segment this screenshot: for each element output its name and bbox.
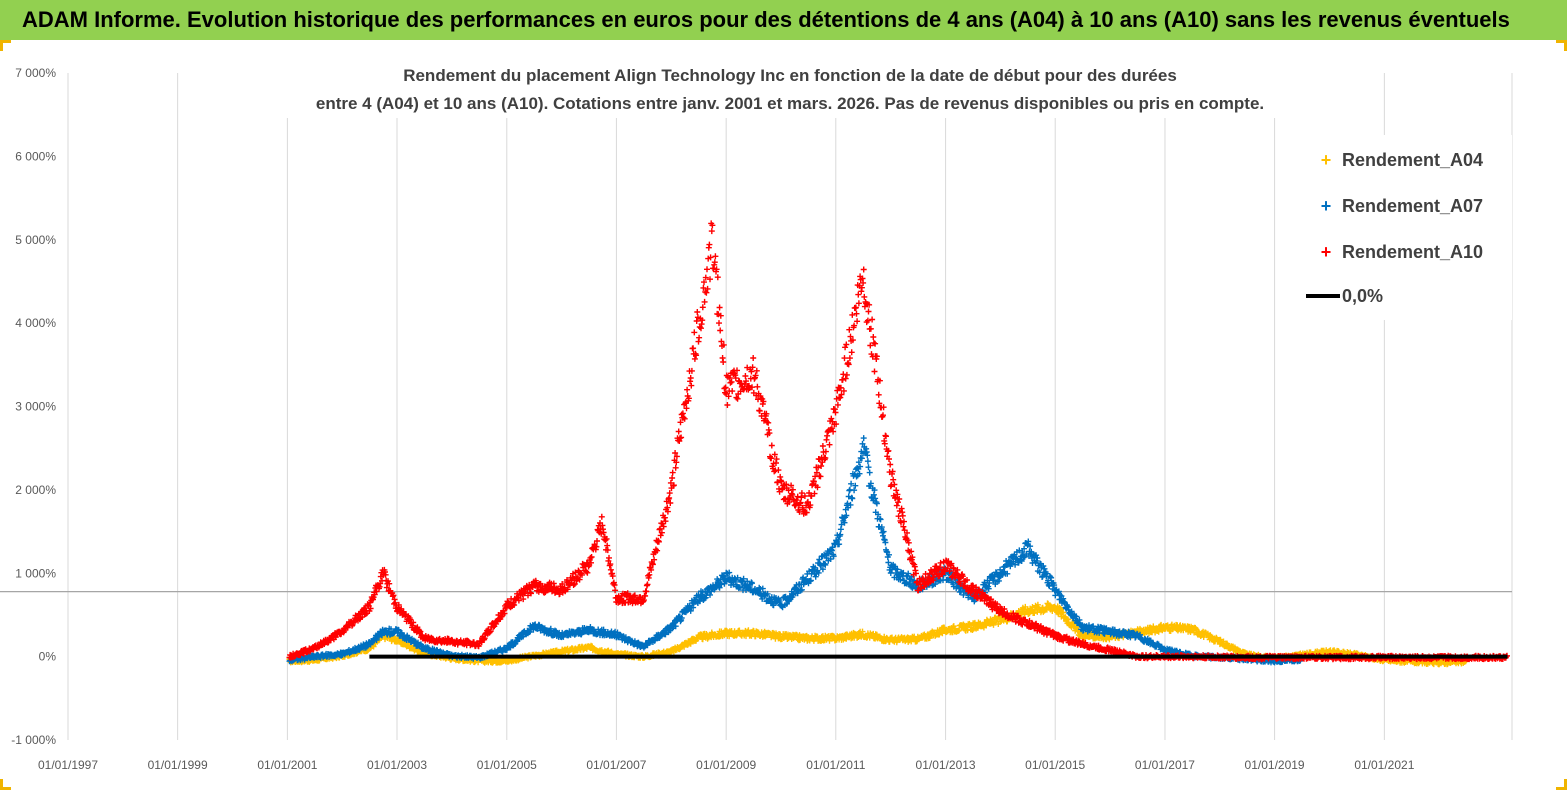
data-point	[798, 490, 805, 497]
data-point	[717, 327, 724, 334]
data-point	[837, 394, 844, 401]
data-point	[716, 304, 723, 311]
data-point	[754, 383, 761, 390]
corner-mark-bottom-left	[0, 779, 11, 790]
data-point	[869, 316, 876, 323]
data-point	[701, 298, 708, 305]
data-point	[644, 581, 651, 588]
data-point	[716, 320, 722, 327]
data-point	[724, 402, 731, 408]
data-point	[606, 554, 612, 561]
data-point	[865, 464, 872, 471]
data-point	[852, 304, 859, 311]
corner-mark-bottom-right	[1556, 779, 1567, 790]
data-point	[860, 266, 867, 273]
data-point	[843, 371, 850, 378]
data-point	[864, 458, 871, 465]
data-point	[669, 469, 676, 476]
data-point	[854, 318, 861, 325]
data-point	[871, 368, 878, 375]
data-point	[706, 241, 713, 248]
data-point	[839, 376, 846, 383]
chart-plot: 01/01/1997 01/01/1999 01/01/2001 01/01/2003…	[0, 66, 1513, 772]
data-point	[714, 274, 721, 281]
data-point	[704, 266, 710, 273]
data-point	[865, 308, 872, 315]
data-point	[729, 388, 736, 395]
data-point	[841, 355, 848, 362]
report-banner-text: ADAM Informe. Evolution historique des p…	[22, 7, 1510, 32]
data-point	[855, 291, 862, 298]
data-point	[672, 464, 679, 471]
data-point	[817, 473, 824, 480]
data-point	[870, 334, 877, 340]
data-point	[753, 367, 760, 374]
data-point	[851, 487, 858, 494]
data-point	[669, 475, 676, 481]
data-point	[826, 441, 833, 448]
data-point	[727, 379, 734, 386]
data-point	[379, 632, 385, 639]
data-point	[699, 304, 706, 311]
data-point	[722, 384, 729, 391]
data-point	[675, 428, 682, 435]
data-point	[890, 476, 897, 483]
data-point	[696, 334, 703, 341]
corner-mark-top-left	[0, 40, 11, 51]
data-point	[887, 461, 894, 468]
data-point	[687, 375, 694, 381]
data-point	[861, 293, 868, 300]
data-point	[848, 349, 855, 356]
data-point	[690, 345, 697, 352]
data-point	[720, 359, 727, 365]
data-point	[612, 587, 619, 594]
data-point	[1057, 605, 1064, 612]
data-point	[901, 518, 907, 525]
data-point	[937, 559, 944, 566]
data-point	[1060, 609, 1067, 616]
data-point	[849, 311, 856, 318]
data-point	[694, 309, 701, 315]
data-point	[819, 443, 826, 449]
data-point	[887, 570, 894, 576]
data-point	[688, 382, 695, 389]
data-point	[853, 310, 860, 317]
data-point	[602, 537, 609, 544]
report-banner: ADAM Informe. Evolution historique des p…	[0, 0, 1567, 40]
data-point	[526, 628, 533, 635]
data-point	[899, 512, 906, 519]
data-point	[860, 435, 867, 442]
data-point	[893, 502, 900, 509]
corner-mark-top-right	[1556, 40, 1567, 51]
data-point	[768, 442, 775, 449]
data-point	[708, 228, 715, 235]
data-point	[855, 300, 862, 307]
data-point	[775, 467, 782, 474]
data-point	[684, 386, 691, 393]
data-series	[286, 220, 1510, 668]
data-point	[598, 513, 605, 520]
data-point	[866, 469, 873, 476]
data-point	[893, 487, 900, 494]
data-point	[691, 329, 698, 336]
data-point	[983, 622, 990, 629]
data-point	[712, 253, 719, 260]
data-point	[875, 391, 882, 398]
data-point	[750, 355, 757, 361]
data-point	[858, 455, 865, 462]
data-point	[867, 325, 874, 332]
data-point	[703, 289, 710, 296]
data-point	[547, 625, 554, 632]
